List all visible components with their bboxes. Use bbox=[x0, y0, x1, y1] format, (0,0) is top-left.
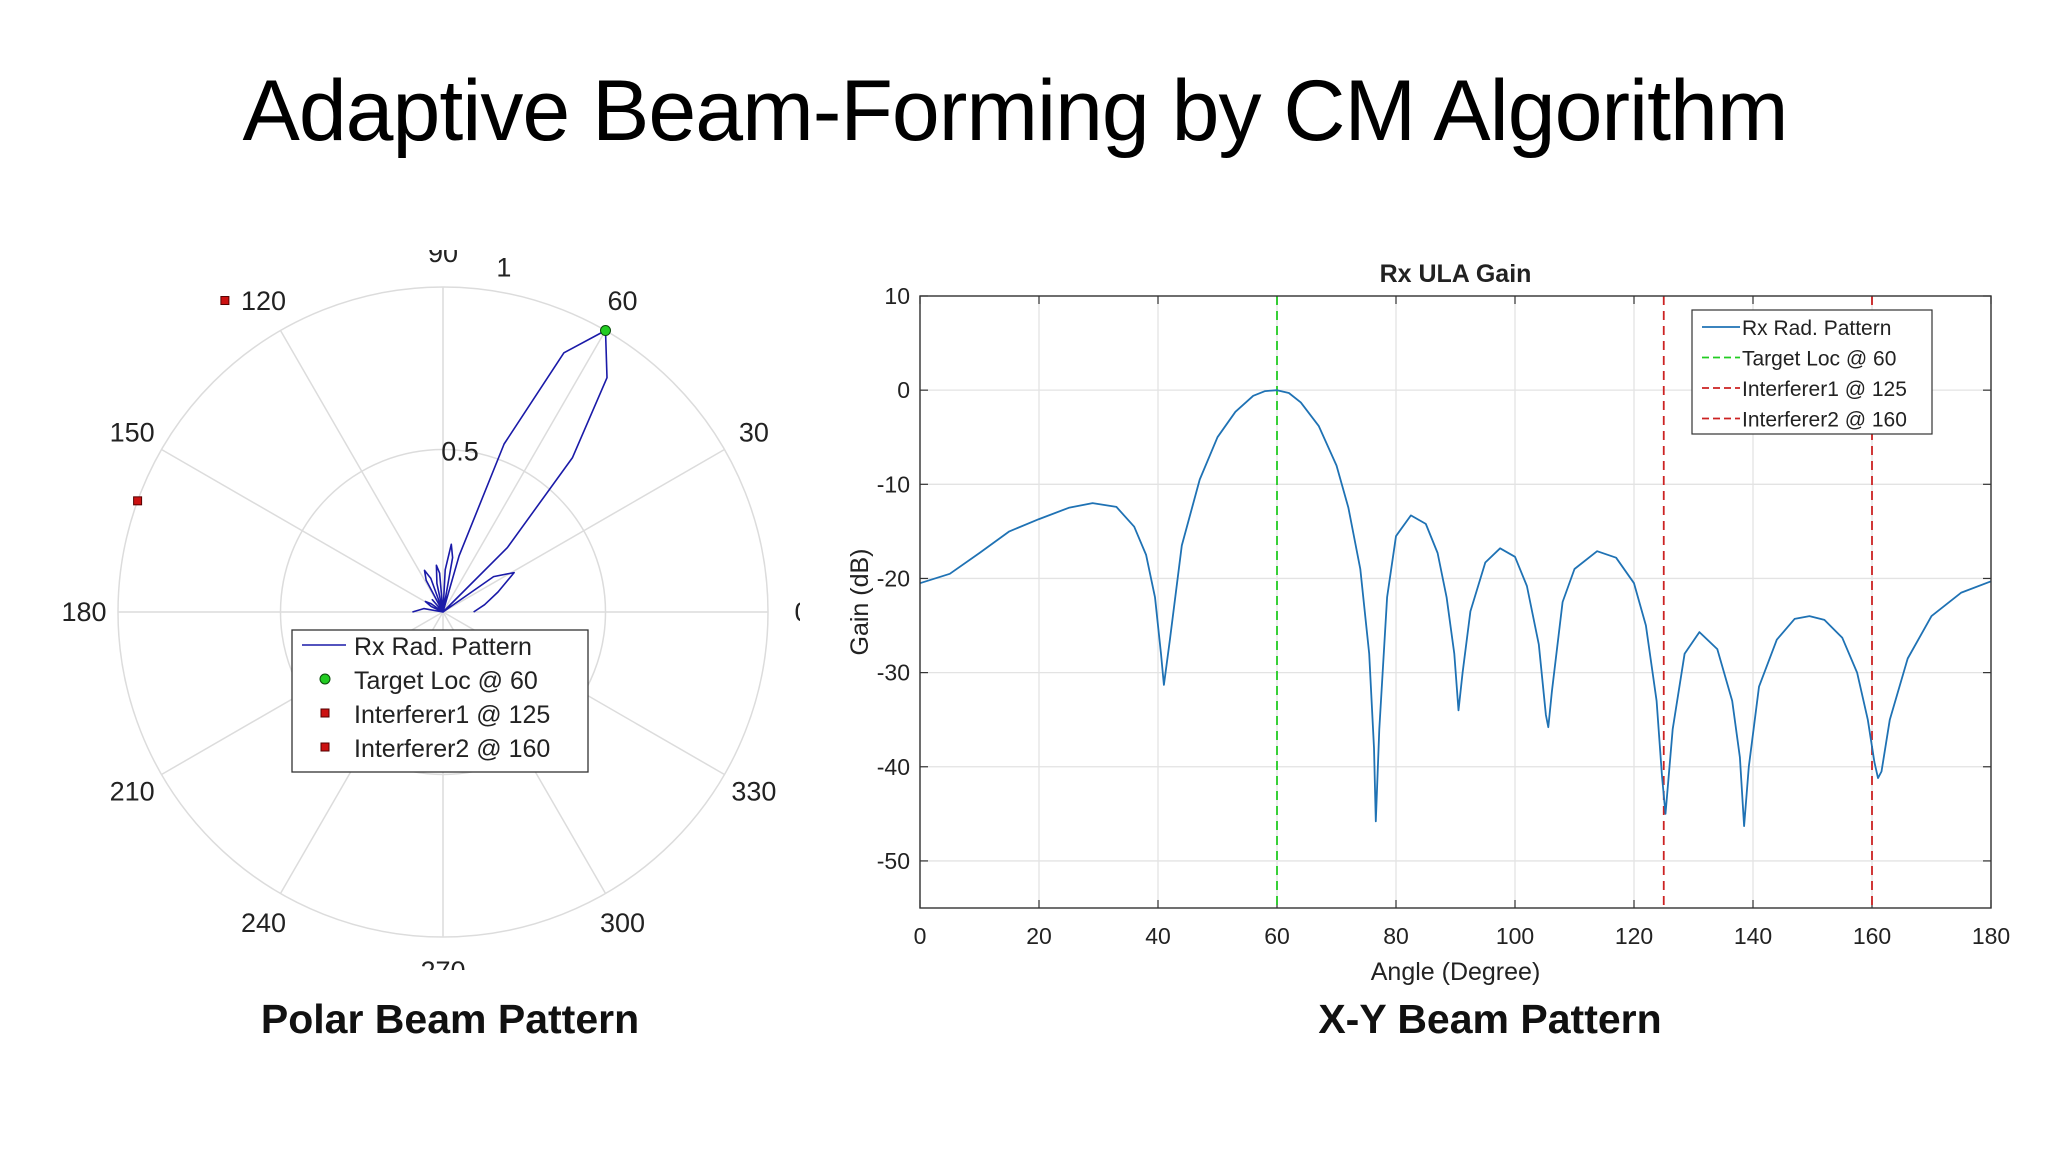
gain-curve bbox=[919, 389, 1992, 827]
x-tick-label: 100 bbox=[1496, 923, 1534, 949]
polar-angle-tick-label: 240 bbox=[241, 908, 286, 938]
polar-radius-tick-label: 0.5 bbox=[441, 436, 479, 466]
x-tick-label: 0 bbox=[914, 923, 927, 949]
polar-angle-tick-label: 210 bbox=[110, 777, 155, 807]
y-tick-label: -30 bbox=[877, 660, 910, 686]
x-tick-label: 120 bbox=[1615, 923, 1653, 949]
legend-marker-swatch bbox=[319, 673, 331, 685]
x-tick-label: 80 bbox=[1383, 923, 1409, 949]
xy-caption: X-Y Beam Pattern bbox=[1318, 996, 1662, 1042]
x-tick-label: 160 bbox=[1853, 923, 1891, 949]
y-axis-label: Gain (dB) bbox=[846, 549, 874, 656]
polar-angle-tick-label: 300 bbox=[600, 908, 645, 938]
interferer-marker bbox=[220, 296, 230, 306]
polar-legend-label: Target Loc @ 60 bbox=[354, 667, 538, 695]
x-tick-label: 140 bbox=[1734, 923, 1772, 949]
target-marker bbox=[600, 325, 611, 337]
x-tick-label: 60 bbox=[1264, 923, 1290, 949]
polar-legend-label: Interferer2 @ 160 bbox=[354, 735, 550, 763]
y-tick-label: -40 bbox=[877, 754, 910, 780]
x-tick-label: 40 bbox=[1145, 923, 1171, 949]
xy-legend-label: Target Loc @ 60 bbox=[1742, 348, 1896, 371]
polar-legend-label: Interferer1 @ 125 bbox=[354, 701, 550, 729]
polar-angle-tick-label: 330 bbox=[731, 777, 776, 807]
y-tick-label: -10 bbox=[877, 471, 910, 497]
interferer-marker bbox=[133, 496, 143, 506]
polar-grid-spoke bbox=[442, 330, 607, 613]
chart-title: Rx ULA Gain bbox=[1380, 260, 1532, 288]
legend-marker-swatch bbox=[320, 708, 330, 718]
axes-box bbox=[919, 295, 1992, 909]
polar-angle-tick-label: 0 bbox=[794, 597, 800, 627]
polar-angle-tick-label: 180 bbox=[61, 597, 106, 627]
xy-legend-label: Interferer2 @ 160 bbox=[1742, 409, 1907, 432]
polar-angle-tick-label: 120 bbox=[241, 286, 286, 316]
xy-legend-label: Rx Rad. Pattern bbox=[1742, 317, 1891, 340]
polar-caption: Polar Beam Pattern bbox=[260, 996, 640, 1042]
slide-title: Adaptive Beam-Forming by CM Algorithm bbox=[242, 63, 1788, 159]
y-tick-label: 0 bbox=[897, 377, 910, 403]
y-tick-label: 10 bbox=[884, 283, 910, 309]
polar-angle-tick-label: 150 bbox=[110, 418, 155, 448]
x-tick-label: 180 bbox=[1972, 923, 2010, 949]
polar-legend-label: Rx Rad. Pattern bbox=[354, 633, 532, 661]
polar-legend bbox=[291, 629, 589, 773]
polar-angle-tick-label: 270 bbox=[420, 956, 465, 970]
y-tick-label: -20 bbox=[877, 565, 910, 591]
polar-beam-chart: 0 30 60 90 120 150 180 210 240 270 300 330 0.5 1 Rx Ra… bbox=[61, 250, 800, 970]
xy-beam-chart: 0 20 40 60 80 100 120 140 160 180100-10-20-30-40-… bbox=[846, 260, 2010, 986]
legend-marker-swatch bbox=[320, 742, 330, 752]
x-axis-label: Angle (Degree) bbox=[1371, 958, 1541, 986]
y-tick-label: -50 bbox=[877, 848, 910, 874]
polar-angle-tick-label: 60 bbox=[607, 286, 637, 316]
xy-legend-label: Interferer1 @ 125 bbox=[1742, 378, 1907, 401]
xy-legend bbox=[1691, 309, 1933, 435]
polar-grid-spoke bbox=[279, 330, 444, 613]
polar-pattern-curve bbox=[412, 329, 608, 613]
polar-angle-tick-label: 90 bbox=[428, 250, 458, 268]
polar-grid-spoke bbox=[161, 448, 444, 613]
polar-radius-tick-label: 1 bbox=[496, 252, 511, 282]
x-tick-label: 20 bbox=[1026, 923, 1052, 949]
polar-angle-tick-label: 30 bbox=[739, 418, 769, 448]
polar-grid-spoke bbox=[442, 448, 725, 613]
